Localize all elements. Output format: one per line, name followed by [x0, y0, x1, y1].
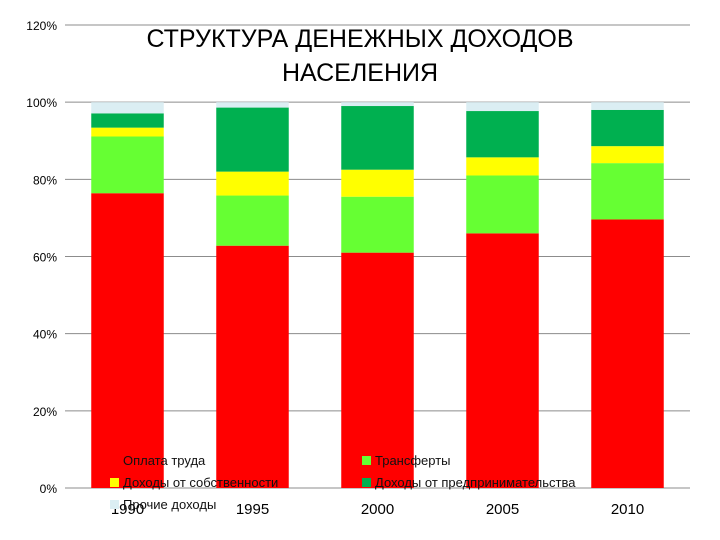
x-tick-label: 1990 — [111, 501, 144, 518]
bar-segment — [91, 193, 164, 488]
bar-segment — [216, 171, 289, 196]
x-tick-label: 2005 — [486, 501, 519, 518]
legend-swatch-wages — [110, 456, 119, 465]
legend-item-wages: Оплата труда — [110, 453, 205, 468]
legend-swatch-other-income — [110, 500, 119, 509]
bar-segment — [91, 136, 164, 194]
y-tick-label: 60% — [33, 251, 57, 265]
chart-title-line-2: НАСЕЛЕНИЯ — [281, 59, 439, 87]
bar-segment — [466, 111, 539, 158]
legend-label-other-income: Прочие доходы — [123, 497, 217, 512]
legend-label-business-income: Доходы от предпринимательства — [375, 475, 576, 490]
bar-segment — [591, 109, 664, 147]
bar-segment — [591, 146, 664, 164]
y-tick-label: 120% — [26, 19, 57, 33]
legend-swatch-transfers — [362, 456, 371, 465]
bar-segment — [591, 102, 664, 110]
x-tick-label: 2000 — [361, 501, 394, 518]
chart-title: СТРУКТУРА ДЕНЕЖНЫХ ДОХОДОВ НАСЕЛЕНИЯ — [90, 22, 630, 90]
x-axis: 1990 1995 2000 2005 2010 — [111, 501, 644, 518]
bars — [91, 102, 664, 488]
bar-segment — [341, 106, 414, 170]
y-tick-label: 100% — [26, 96, 57, 110]
y-tick-label: 80% — [33, 173, 57, 187]
bar-segment — [216, 195, 289, 246]
bar-segment — [341, 252, 414, 488]
legend-swatch-property-income — [110, 478, 119, 487]
legend-swatch-business-income — [362, 478, 371, 487]
x-tick-label: 2010 — [611, 501, 644, 518]
y-axis: 0% 20% 40% 60% 80% 100% 120% — [26, 19, 57, 496]
y-tick-label: 20% — [33, 405, 57, 419]
legend-label-transfers: Трансферты — [375, 453, 451, 468]
legend-item-transfers: Трансферты — [362, 453, 451, 468]
bar-segment — [91, 113, 164, 128]
legend-label-wages: Оплата труда — [123, 453, 206, 468]
y-tick-label: 40% — [33, 328, 57, 342]
bar-segment — [466, 233, 539, 488]
bar-segment — [591, 219, 664, 488]
bar-segment — [216, 102, 289, 108]
bar-segment — [466, 157, 539, 176]
bar-segment — [341, 169, 414, 197]
bar-segment — [466, 102, 539, 112]
bar-segment — [216, 245, 289, 488]
x-tick-label: 1995 — [236, 501, 269, 518]
y-tick-label: 0% — [40, 482, 58, 496]
legend-label-property-income: Доходы от собственности — [123, 475, 279, 490]
bar-segment — [466, 175, 539, 234]
chart-title-line-1: СТРУКТУРА ДЕНЕЖНЫХ ДОХОДОВ — [146, 25, 574, 53]
legend-item-property-income: Доходы от собственности — [110, 475, 278, 490]
bar-segment — [591, 163, 664, 220]
bar-segment — [216, 107, 289, 172]
bar-segment — [91, 102, 164, 114]
bar-segment — [341, 102, 414, 107]
bar-segment — [91, 127, 164, 137]
bar-segment — [341, 196, 414, 253]
legend-item-business-income: Доходы от предпринимательства — [362, 475, 575, 490]
legend-item-other-income: Прочие доходы — [110, 497, 216, 512]
